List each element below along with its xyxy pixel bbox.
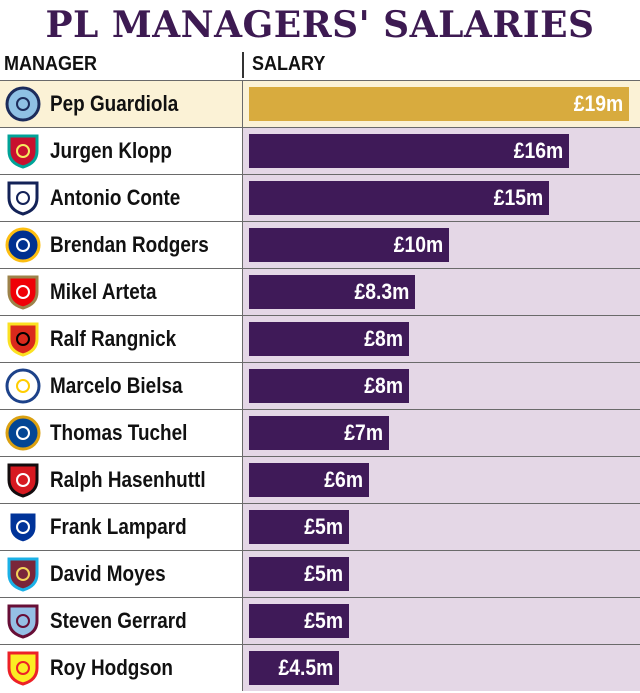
manager-cell: Marcelo Bielsa	[0, 363, 242, 409]
salary-cell: £4.5m	[242, 645, 640, 691]
manager-cell: Jurgen Klopp	[0, 128, 242, 174]
manager-cell: Ralph Hasenhuttl	[0, 457, 242, 503]
table-row: Pep Guardiola £19m	[0, 80, 640, 127]
salary-bar: £6m	[249, 463, 369, 497]
manager-name: David Moyes	[50, 561, 166, 586]
leicester-badge-icon	[4, 227, 42, 263]
salary-column-header: SALARY	[252, 53, 326, 75]
southampton-badge-icon	[4, 462, 42, 498]
liverpool-badge-icon	[4, 133, 42, 169]
manager-name: Pep Guardiola	[50, 91, 179, 116]
table-row: Jurgen Klopp £16m	[0, 127, 640, 174]
salary-bar: £4.5m	[249, 651, 339, 685]
table-row: Ralf Rangnick £8m	[0, 315, 640, 362]
manager-cell: Pep Guardiola	[0, 81, 242, 127]
manager-cell: Roy Hodgson	[0, 645, 242, 691]
table-row: Antonio Conte £15m	[0, 174, 640, 221]
manager-name: Thomas Tuchel	[50, 420, 188, 445]
salary-cell: £8m	[242, 316, 640, 362]
salary-label: £8m	[364, 373, 403, 398]
salary-label: £5m	[304, 561, 343, 586]
table-row: Thomas Tuchel £7m	[0, 409, 640, 456]
salary-bar: £5m	[249, 604, 349, 638]
manager-name: Antonio Conte	[50, 185, 181, 210]
salary-bar: £15m	[249, 181, 549, 215]
salary-cell: £8.3m	[242, 269, 640, 315]
salary-cell: £15m	[242, 175, 640, 221]
salary-cell: £7m	[242, 410, 640, 456]
manager-name: Ralf Rangnick	[50, 326, 177, 351]
aston-villa-badge-icon	[4, 603, 42, 639]
salary-bar: £7m	[249, 416, 389, 450]
manager-cell: Brendan Rodgers	[0, 222, 242, 268]
watford-badge-icon	[4, 650, 42, 686]
salary-cell: £10m	[242, 222, 640, 268]
manager-name: Marcelo Bielsa	[50, 373, 183, 398]
manager-name: Jurgen Klopp	[50, 138, 172, 163]
manager-name: Mikel Arteta	[50, 279, 157, 304]
salary-label: £6m	[324, 467, 363, 492]
salary-label: £5m	[304, 608, 343, 633]
manager-name: Brendan Rodgers	[50, 232, 209, 257]
salary-label: £5m	[304, 514, 343, 539]
table-row: Steven Gerrard £5m	[0, 597, 640, 644]
manager-cell: Thomas Tuchel	[0, 410, 242, 456]
salary-label: £8m	[364, 326, 403, 351]
salary-bar: £8m	[249, 369, 409, 403]
west-ham-badge-icon	[4, 556, 42, 592]
manager-cell: Antonio Conte	[0, 175, 242, 221]
header-divider	[242, 52, 244, 78]
salary-bar: £19m	[249, 87, 629, 121]
arsenal-badge-icon	[4, 274, 42, 310]
manager-cell: Steven Gerrard	[0, 598, 242, 644]
tottenham-badge-icon	[4, 180, 42, 216]
salary-cell: £6m	[242, 457, 640, 503]
chelsea-badge-icon	[4, 415, 42, 451]
table-row: Frank Lampard £5m	[0, 503, 640, 550]
table-row: Ralph Hasenhuttl £6m	[0, 456, 640, 503]
table-row: Mikel Arteta £8.3m	[0, 268, 640, 315]
manchester-city-badge-icon	[4, 86, 42, 122]
manager-cell: Ralf Rangnick	[0, 316, 242, 362]
everton-badge-icon	[4, 509, 42, 545]
chart-title: PL MANAGERS' SALARIES	[45, 4, 595, 46]
salary-bar: £8.3m	[249, 275, 415, 309]
salary-label: £19m	[573, 91, 623, 116]
manager-name: Ralph Hasenhuttl	[50, 467, 206, 492]
salary-cell: £5m	[242, 551, 640, 597]
salary-bar: £10m	[249, 228, 449, 262]
manager-name: Steven Gerrard	[50, 608, 187, 633]
salary-cell: £19m	[242, 81, 640, 127]
manchester-united-badge-icon	[4, 321, 42, 357]
manager-cell: Mikel Arteta	[0, 269, 242, 315]
salary-cell: £8m	[242, 363, 640, 409]
salary-label: £16m	[513, 138, 563, 163]
table-row: Brendan Rodgers £10m	[0, 221, 640, 268]
salary-label: £15m	[493, 185, 543, 210]
salary-bar: £5m	[249, 557, 349, 591]
salary-label: £7m	[344, 420, 383, 445]
manager-cell: Frank Lampard	[0, 504, 242, 550]
salary-bar: £8m	[249, 322, 409, 356]
manager-cell: David Moyes	[0, 551, 242, 597]
table-row: Roy Hodgson £4.5m	[0, 644, 640, 691]
table-row: Marcelo Bielsa £8m	[0, 362, 640, 409]
leeds-badge-icon	[4, 368, 42, 404]
salary-label: £8.3m	[354, 279, 409, 304]
manager-name: Roy Hodgson	[50, 655, 173, 680]
salary-bar: £16m	[249, 134, 569, 168]
salary-label: £10m	[393, 232, 443, 257]
salary-label: £4.5m	[278, 655, 333, 680]
salary-cell: £5m	[242, 598, 640, 644]
salary-cell: £16m	[242, 128, 640, 174]
manager-name: Frank Lampard	[50, 514, 187, 539]
salary-bar: £5m	[249, 510, 349, 544]
manager-column-header: MANAGER	[4, 53, 98, 75]
table-row: David Moyes £5m	[0, 550, 640, 597]
salary-cell: £5m	[242, 504, 640, 550]
